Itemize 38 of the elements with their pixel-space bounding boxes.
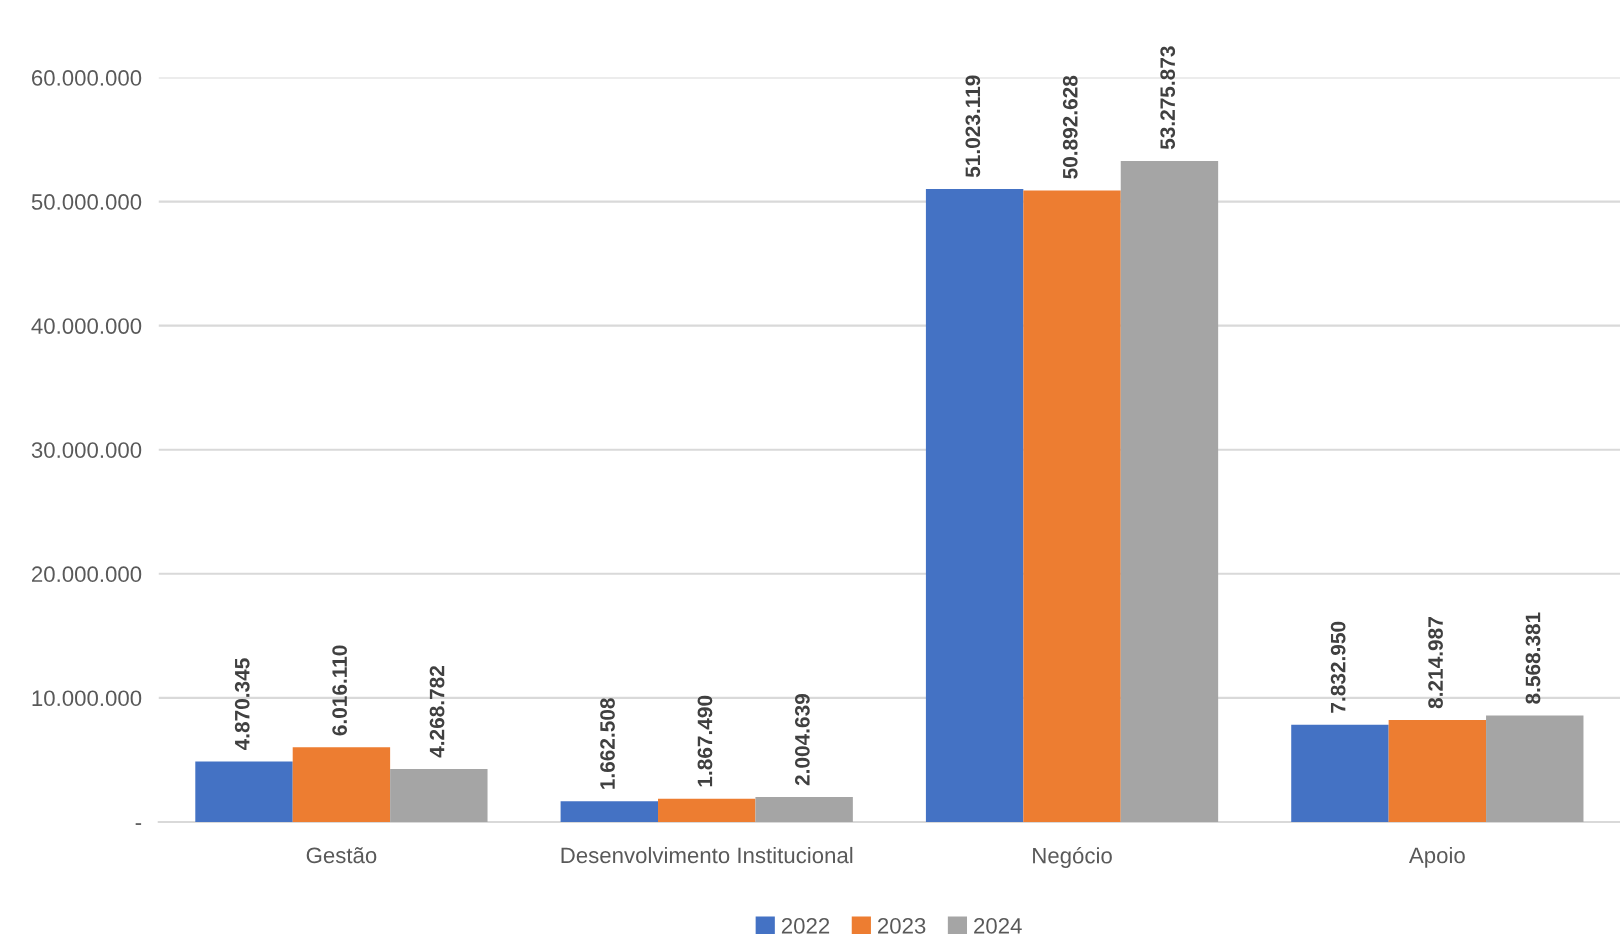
bar (560, 801, 659, 822)
y-tick-label: 40.000.000 (31, 318, 142, 334)
data-label: 8.568.381 (1525, 612, 1541, 704)
legend-label: 2022 (781, 918, 830, 934)
bar (1486, 715, 1584, 822)
bar (925, 188, 1024, 822)
data-label: 4.870.345 (234, 658, 250, 751)
data-label: 6.016.110 (332, 645, 348, 736)
bar (292, 747, 391, 822)
y-tick-label: 10.000.000 (32, 690, 142, 707)
data-label: 1.867.490 (697, 695, 713, 787)
bar (1291, 724, 1389, 822)
y-tick-label: 50.000.000 (31, 194, 142, 210)
data-label: 4.268.782 (429, 666, 445, 758)
data-label: 1.662.508 (600, 698, 615, 789)
data-label: 51.023.119 (965, 75, 981, 178)
data-label: 50.892.628 (1062, 75, 1078, 179)
bar (1023, 190, 1121, 822)
legend-label: 2024 (974, 918, 1022, 934)
x-tick-label: Negócio (1033, 846, 1112, 868)
y-tick-label: 30.000.000 (31, 442, 142, 458)
data-label: 7.832.950 (1330, 621, 1346, 713)
bar (195, 761, 293, 822)
x-tick-label: Desenvolvimento Institucional (561, 846, 853, 864)
data-label: 53.275.873 (1160, 46, 1176, 150)
x-tick-label: Apoio (1408, 846, 1465, 868)
legend-label: 2023 (878, 918, 926, 934)
bar (1120, 160, 1219, 822)
bar (1388, 720, 1487, 822)
bar (658, 798, 756, 822)
data-label: 2.004.639 (794, 694, 810, 786)
y-tick-label: 60.000.000 (32, 70, 142, 86)
x-tick-label: Gestão (306, 847, 377, 864)
y-tick-label: 20.000.000 (32, 566, 142, 583)
bar (755, 797, 853, 822)
bar (390, 768, 488, 822)
y-tick-label: - (135, 823, 142, 825)
data-label: 8.214.987 (1428, 617, 1443, 709)
